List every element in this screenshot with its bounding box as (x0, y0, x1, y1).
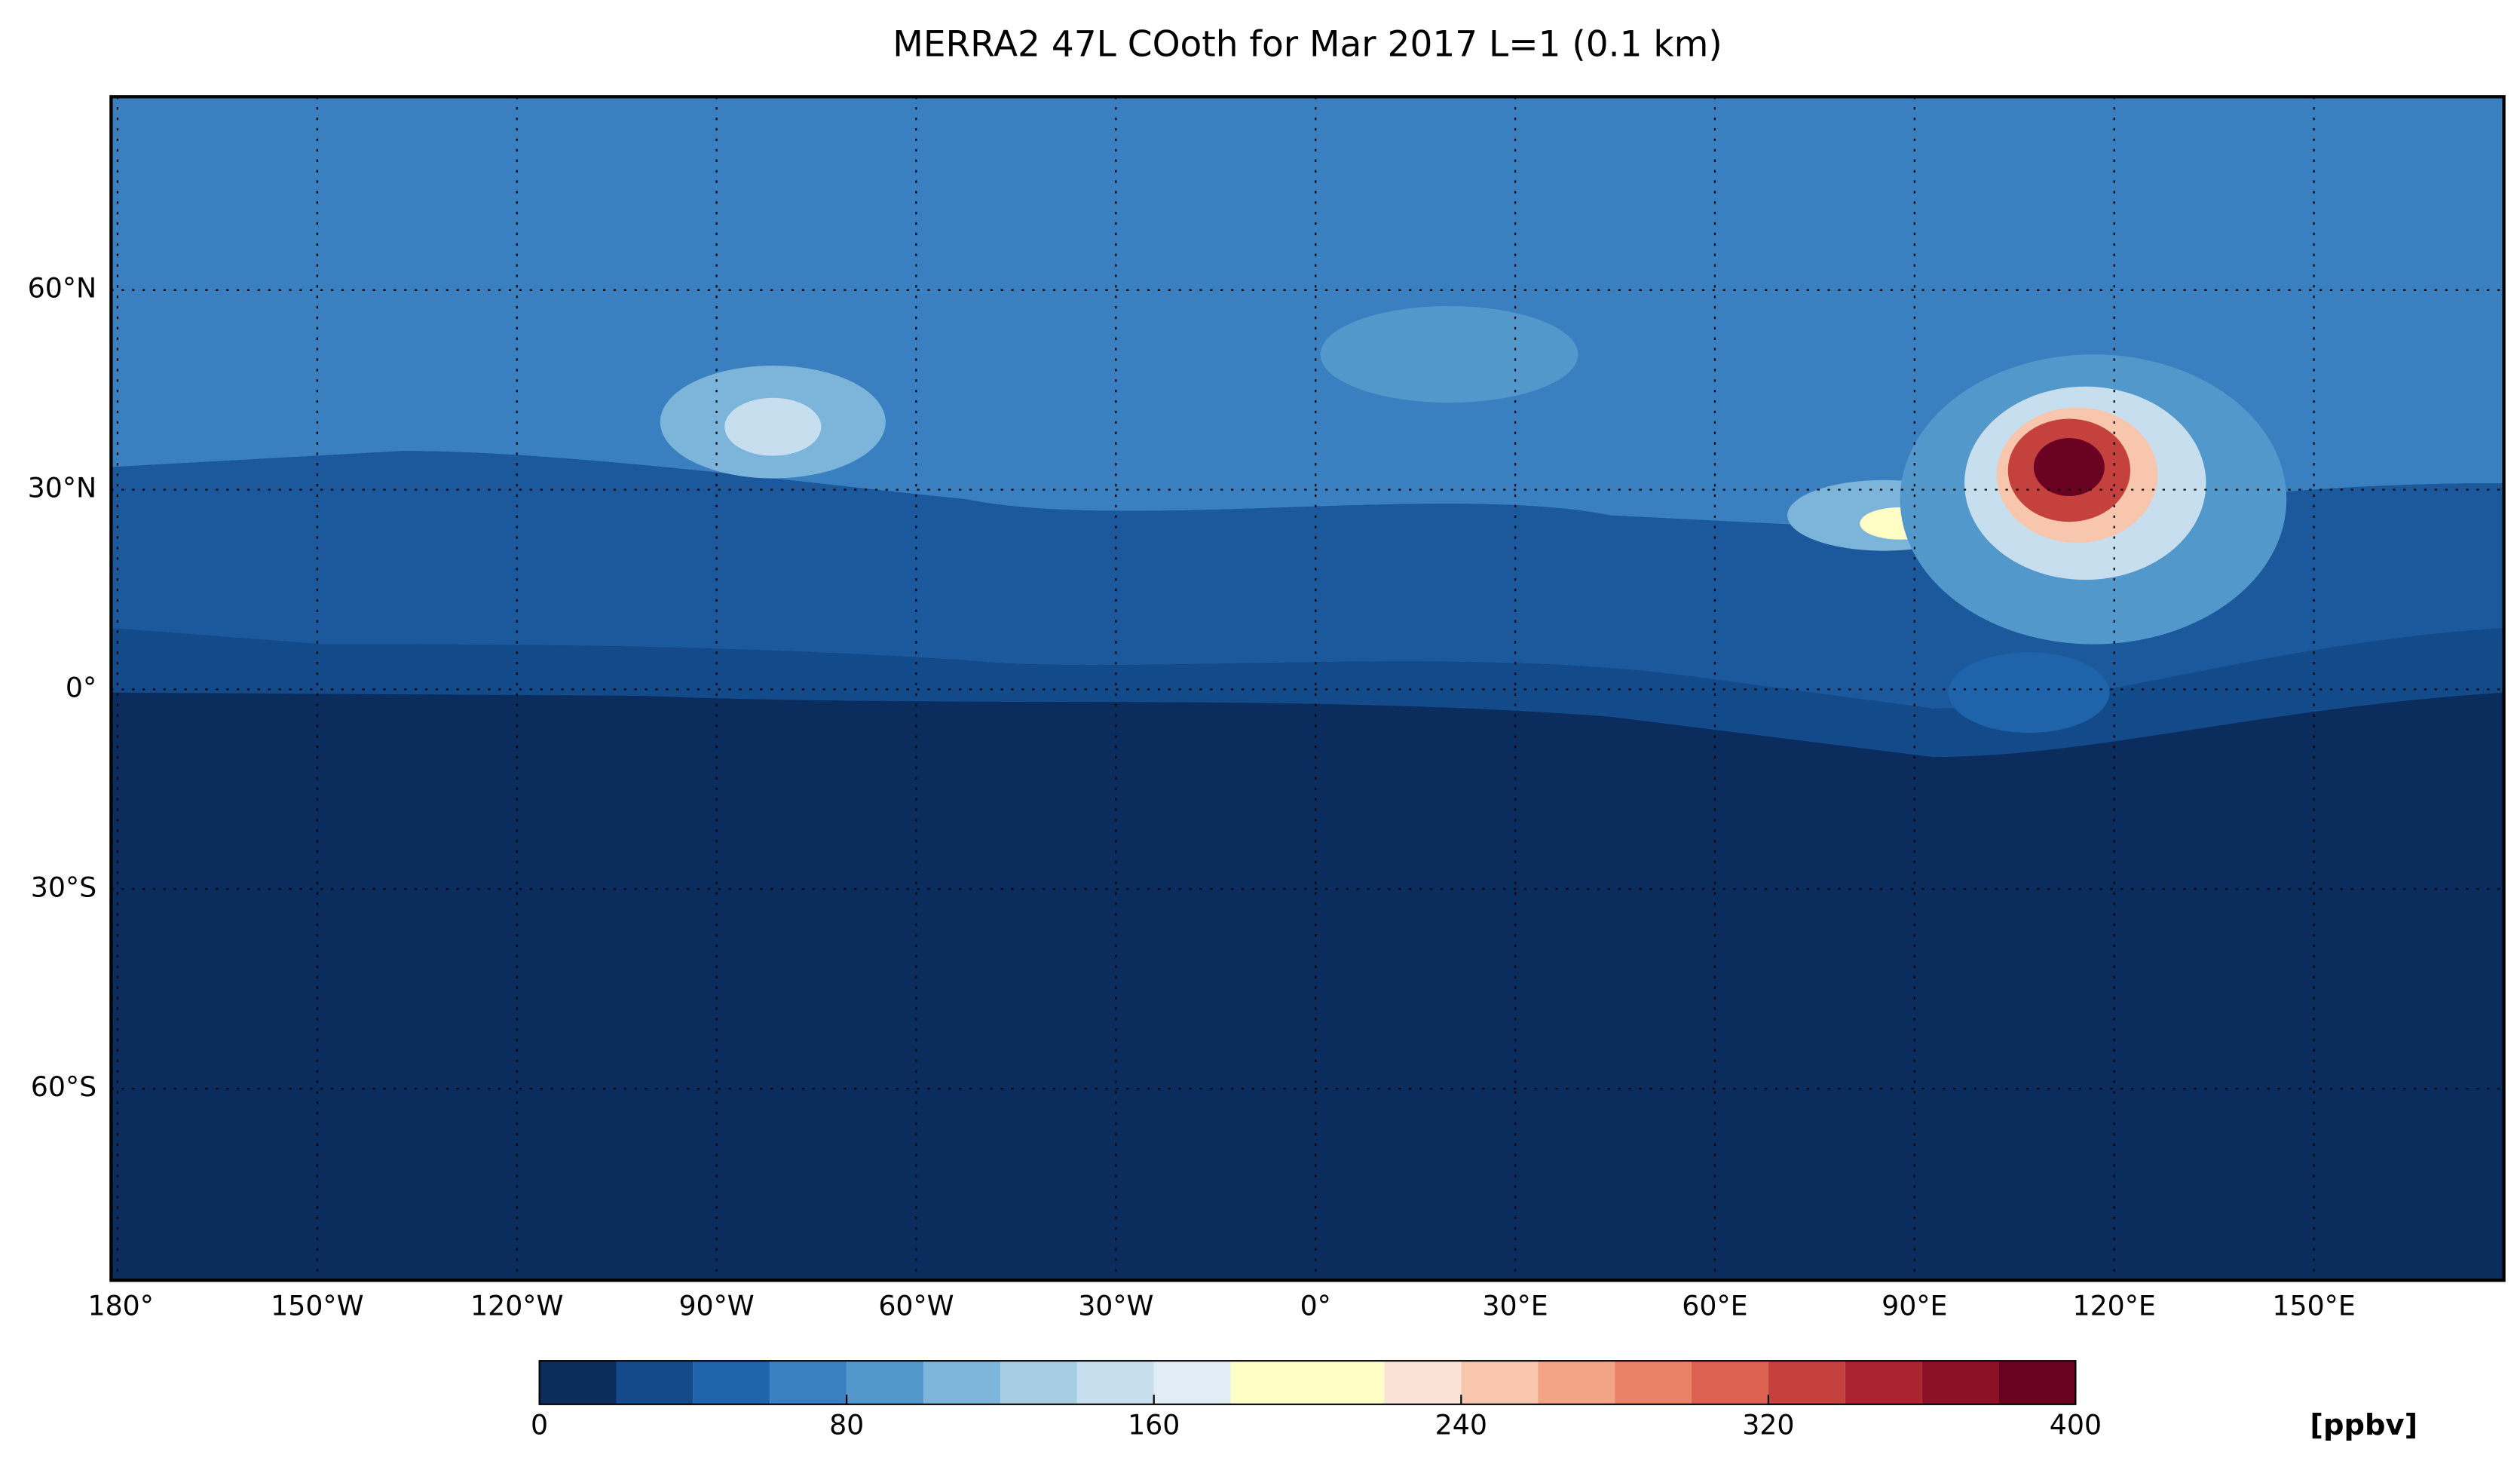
map-title: MERRA2 47L COoth for Mar 2017 L=1 (0.1 k… (893, 24, 1722, 66)
colorbar-tick-label: 160 (1128, 1409, 1180, 1441)
colorbar-segment (847, 1361, 924, 1404)
lon-tick-label: 120°E (2073, 1290, 2156, 1322)
colorbar-segment (1615, 1361, 1692, 1404)
colorbar-segment (1153, 1361, 1231, 1404)
colorbar-segment (1384, 1361, 1462, 1404)
lon-tick-label: 90°E (1882, 1290, 1947, 1322)
lon-tick-label: 120°W (470, 1290, 563, 1322)
colorbar-segment (1998, 1361, 2076, 1404)
lon-tick-label: 60°E (1682, 1290, 1747, 1322)
field-tropics (111, 628, 2504, 758)
lat-tick-label: 60°N (28, 272, 97, 305)
colorbar-tick-label: 400 (2050, 1409, 2102, 1441)
lon-tick-label: 0° (1300, 1290, 1331, 1322)
colorbar-segment (616, 1361, 694, 1404)
colorbar-segment (1076, 1361, 1154, 1404)
lat-tick-label: 30°N (28, 472, 97, 504)
field-hotspot (1948, 652, 2110, 734)
lon-tick-label: 150°W (271, 1290, 363, 1322)
lat-tick-label: 30°S (31, 871, 96, 903)
lon-tick-label: 60°W (878, 1290, 954, 1322)
field-hotspot (1320, 306, 1578, 403)
colorbar-segment (1691, 1361, 1768, 1404)
field-hotspot (2033, 438, 2105, 497)
field-hotspot (724, 397, 822, 456)
colorbar-segment (1000, 1361, 1077, 1404)
colorbar-segment (693, 1361, 770, 1404)
colorbar-tick-label: 80 (829, 1409, 864, 1441)
lon-tick-label: 30°W (1078, 1290, 1153, 1322)
colorbar-tick-label: 0 (531, 1409, 548, 1441)
field-subtropics (111, 451, 2504, 709)
colorbar-segment (770, 1361, 847, 1404)
lat-tick-label: 60°S (31, 1070, 96, 1103)
colorbar-segment (1230, 1361, 1385, 1404)
colorbar-segment (539, 1361, 617, 1404)
colorbar-unit: [ppbv] (2310, 1408, 2417, 1442)
colorbar-segment (1845, 1361, 1922, 1404)
lat-tick-label: 0° (66, 671, 96, 703)
co-field (111, 96, 2504, 1281)
colorbar-segment (1461, 1361, 1539, 1404)
lon-tick-label: 30°E (1482, 1290, 1548, 1322)
lon-tick-label: 90°W (678, 1290, 754, 1322)
lon-tick-label: 180° (87, 1290, 153, 1322)
colorbar-segment (1921, 1361, 1999, 1404)
colorbar-segment (1768, 1361, 1845, 1404)
colorbar-segment (923, 1361, 1000, 1404)
colorbar-frame (538, 1360, 2077, 1405)
map-frame (109, 95, 2506, 1282)
lon-tick-label: 150°E (2272, 1290, 2355, 1322)
colorbar-tick-label: 240 (1435, 1409, 1487, 1441)
colorbar-tick-label: 320 (1742, 1409, 1794, 1441)
colorbar-segment (1538, 1361, 1615, 1404)
